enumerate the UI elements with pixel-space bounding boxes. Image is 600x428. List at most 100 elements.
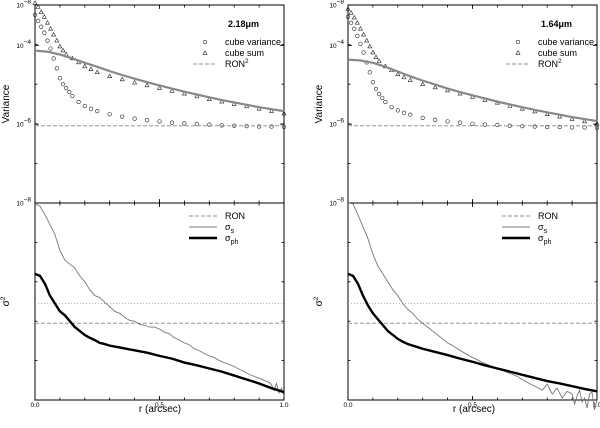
data-point-cube-variance	[532, 124, 537, 129]
y-tick-label: 10−8	[329, 197, 344, 208]
data-point-cube-sum	[60, 47, 66, 53]
legend-label: RON	[225, 211, 245, 221]
data-point-cube-sum	[407, 77, 413, 82]
data-point-cube-sum	[370, 49, 376, 55]
data-point-cube-variance	[433, 117, 438, 122]
data-point-cube-sum	[351, 14, 357, 20]
data-point-cube-sum	[57, 43, 63, 49]
data-point-cube-variance	[361, 50, 366, 55]
data-point-cube-sum	[354, 20, 360, 25]
data-point-cube-variance	[281, 124, 287, 130]
data-point-cube-sum	[156, 85, 163, 90]
data-point-cube-variance	[377, 91, 382, 97]
legend-marker-triangle	[515, 50, 521, 55]
data-point-cube-sum	[376, 58, 382, 63]
data-point-cube-variance	[207, 122, 212, 127]
panel-right-top: 10−8 10−6 10−4 Variance 1.64μm cube variancec…	[314, 0, 600, 204]
data-point-cube-variance	[370, 80, 376, 85]
y-axis-label: Variance	[314, 84, 325, 123]
data-point-cube-variance	[383, 99, 388, 105]
data-point-cube-variance	[95, 109, 100, 114]
legend-label: σs	[225, 222, 235, 235]
data-point-cube-variance	[157, 119, 162, 124]
data-point-cube-sum	[41, 14, 47, 19]
data-point-cube-sum	[594, 120, 600, 126]
series-sigma-ph-line	[347, 272, 598, 393]
data-point-cube-variance	[107, 112, 112, 117]
data-point-cube-sum	[32, 0, 38, 5]
data-point-cube-variance	[352, 26, 357, 31]
data-point-cube-variance	[51, 56, 56, 61]
legend-label: cube variance	[538, 37, 594, 47]
legend-label: σph	[538, 233, 551, 246]
data-point-cube-sum	[395, 71, 401, 76]
x-axis-label-left: r (arcsec)	[139, 404, 181, 415]
data-point-cube-variance	[57, 76, 63, 81]
data-point-cube-variance	[120, 114, 125, 119]
data-point-cube-sum	[281, 110, 287, 116]
data-point-cube-variance	[420, 115, 425, 120]
data-point-cube-variance	[132, 116, 137, 121]
data-point-cube-sum	[544, 111, 550, 116]
data-point-cube-variance	[54, 66, 59, 71]
data-point-cube-variance	[470, 121, 475, 126]
data-point-cube-variance	[144, 118, 150, 123]
data-point-cube-variance	[482, 122, 488, 127]
data-point-cube-variance	[445, 119, 450, 124]
data-point-cube-variance	[457, 120, 463, 125]
x-tick-label: 1.0	[592, 402, 600, 409]
data-point-cube-sum	[194, 93, 200, 99]
y-axis-label: σ2	[0, 296, 12, 306]
data-point-cube-sum	[35, 4, 41, 9]
data-point-cube-variance	[60, 82, 66, 87]
series-sigma-s-line	[34, 203, 285, 397]
x-axis-label-right: r (arcsec)	[453, 404, 495, 415]
data-point-cube-variance	[39, 24, 44, 29]
data-point-cube-sum	[82, 63, 88, 69]
x-tick-label: 0.5	[155, 402, 164, 409]
data-point-cube-sum	[181, 90, 187, 96]
data-point-cube-sum	[357, 25, 363, 31]
data-point-cube-variance	[182, 121, 187, 126]
data-point-cube-variance	[82, 103, 87, 109]
data-point-cube-sum	[348, 10, 354, 15]
legend-label: cube sum	[225, 48, 264, 58]
y-tick-label: 10−4	[16, 39, 31, 50]
legend-marker-triangle	[202, 50, 208, 55]
data-point-cube-variance	[257, 124, 262, 129]
data-point-cube-variance	[42, 30, 47, 35]
data-point-cube-sum	[373, 54, 379, 59]
data-point-cube-sum	[51, 31, 57, 37]
data-point-cube-sum	[569, 116, 575, 121]
data-point-cube-sum	[132, 79, 138, 85]
data-point-cube-variance	[373, 86, 379, 92]
legend-label: cube sum	[538, 48, 577, 58]
data-point-cube-variance	[557, 124, 562, 130]
plot-frame	[34, 202, 285, 401]
data-point-cube-sum	[445, 87, 451, 93]
data-point-cube-variance	[88, 106, 94, 111]
data-point-cube-variance	[395, 108, 400, 113]
data-point-cube-variance	[45, 38, 50, 43]
data-point-cube-sum	[119, 76, 125, 82]
data-point-cube-sum	[420, 81, 426, 86]
data-point-cube-sum	[54, 37, 60, 43]
data-point-cube-sum	[48, 25, 54, 31]
data-point-cube-sum	[169, 88, 175, 93]
data-point-cube-sum	[557, 113, 563, 119]
y-tick-label: 10−4	[329, 39, 344, 50]
legend-label: RON2	[225, 58, 249, 69]
series-model-line	[34, 49, 285, 113]
y-tick-label: 10−6	[329, 118, 344, 129]
wavelength-label: 1.64μm	[541, 19, 572, 29]
legend-label: σs	[538, 222, 548, 235]
legend-marker-circle	[202, 39, 208, 45]
x-tick-label: 0.0	[343, 402, 352, 409]
data-point-cube-variance	[76, 99, 81, 105]
legend-label: RON2	[538, 58, 562, 69]
data-point-cube-sum	[206, 96, 212, 101]
y-axis-label: σ2	[313, 296, 325, 306]
y-tick-label: 10−8	[16, 197, 31, 208]
